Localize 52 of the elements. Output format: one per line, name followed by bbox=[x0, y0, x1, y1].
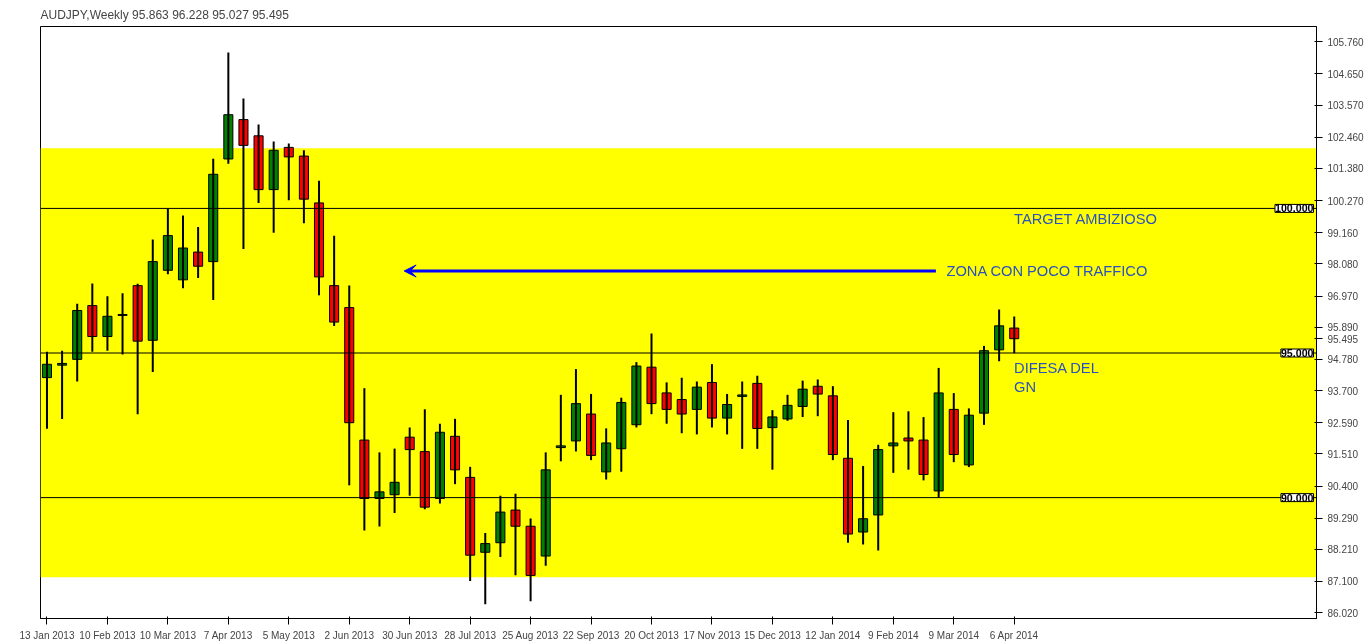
x-tick-label: 28 Jul 2013 bbox=[444, 629, 497, 641]
x-tick-label: 13 Jan 2013 bbox=[19, 629, 75, 641]
y-tick-label: 104.650 bbox=[1327, 68, 1365, 80]
candlestick bbox=[631, 362, 642, 428]
x-tick-label: 9 Feb 2014 bbox=[868, 629, 920, 641]
candlestick bbox=[782, 394, 793, 421]
y-tick-label: 86.020 bbox=[1327, 607, 1359, 619]
x-tick-label: 12 Jan 2014 bbox=[805, 629, 861, 641]
ref-line-label: 90.000 bbox=[1280, 491, 1314, 504]
x-tick-label: 25 Aug 2013 bbox=[502, 629, 559, 641]
x-tick-label: 30 Jun 2013 bbox=[382, 629, 438, 641]
y-tick-label: 103.570 bbox=[1327, 100, 1365, 112]
x-tick-label: 2 Jun 2013 bbox=[324, 629, 375, 641]
x-tick-label: 9 Mar 2014 bbox=[928, 629, 980, 641]
candlestick bbox=[903, 411, 914, 470]
candlestick bbox=[918, 417, 929, 481]
annotation: DIFESA DEL GN bbox=[1014, 359, 1099, 396]
ref-line-label: 100.000 bbox=[1274, 202, 1314, 215]
y-tick-label: 87.100 bbox=[1327, 576, 1359, 588]
y-tick-label: 92.590 bbox=[1327, 417, 1359, 429]
x-tick-label: 7 Apr 2013 bbox=[203, 629, 253, 641]
x-tick-label: 15 Dec 2013 bbox=[744, 629, 802, 641]
y-tick-label: 98.080 bbox=[1327, 258, 1359, 270]
y-tick-label: 105.760 bbox=[1327, 36, 1365, 48]
chart-title: AUDJPY,Weekly 95.863 96.228 95.027 95.495 bbox=[40, 7, 290, 22]
candlestick bbox=[767, 410, 778, 470]
x-tick-label: 10 Feb 2013 bbox=[79, 629, 136, 641]
y-tick-label: 91.510 bbox=[1327, 448, 1359, 460]
candlestick bbox=[737, 381, 748, 449]
y-tick-label: 101.380 bbox=[1327, 163, 1365, 175]
ref-line-label: 95.000 bbox=[1280, 347, 1314, 360]
y-tick-label: 102.460 bbox=[1327, 132, 1365, 144]
y-tick-label: 99.160 bbox=[1327, 227, 1359, 239]
x-tick-label: 22 Sep 2013 bbox=[562, 629, 620, 641]
y-tick-label: 95.495 bbox=[1327, 333, 1359, 345]
x-tick-label: 10 Mar 2013 bbox=[139, 629, 197, 641]
annotation: TARGET AMBIZIOSO bbox=[1014, 211, 1157, 228]
y-tick-label: 89.290 bbox=[1327, 513, 1359, 525]
y-tick-label: 95.890 bbox=[1327, 322, 1359, 334]
x-tick-label: 6 Apr 2014 bbox=[989, 629, 1039, 641]
y-tick-label: 100.270 bbox=[1327, 195, 1365, 207]
annotation: ZONA CON POCO TRAFFICO bbox=[946, 263, 1148, 279]
y-tick-label: 90.400 bbox=[1327, 481, 1359, 493]
x-tick-label: 5 May 2013 bbox=[262, 629, 316, 641]
candlestick bbox=[223, 52, 234, 164]
x-tick-label: 20 Oct 2013 bbox=[624, 629, 680, 641]
y-tick-label: 93.700 bbox=[1327, 385, 1359, 397]
y-tick-label: 88.210 bbox=[1327, 544, 1359, 556]
y-tick-label: 96.970 bbox=[1327, 291, 1359, 303]
candlestick bbox=[661, 382, 672, 424]
y-tick-label: 94.780 bbox=[1327, 354, 1359, 366]
x-tick-label: 17 Nov 2013 bbox=[683, 629, 741, 641]
